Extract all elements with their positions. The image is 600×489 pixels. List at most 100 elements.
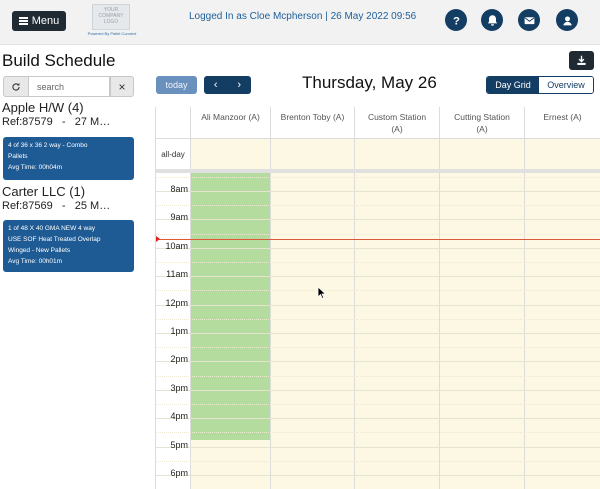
- all-day-cell[interactable]: [525, 139, 600, 169]
- prev-day-button[interactable]: ‹: [213, 79, 218, 91]
- time-label: 1pm: [170, 326, 188, 336]
- half-hour-line: [156, 290, 600, 292]
- bell-icon: [487, 14, 497, 26]
- download-icon: [577, 55, 586, 65]
- resource-name: Cutting Station: [454, 112, 510, 122]
- time-axis: [156, 173, 191, 489]
- all-day-cell[interactable]: [271, 139, 355, 169]
- hour-line: [156, 475, 600, 476]
- hour-line: [156, 219, 600, 221]
- time-label: 6pm: [170, 468, 188, 478]
- busy-time-block[interactable]: [191, 173, 271, 440]
- job-card[interactable]: 1 of 48 X 40 GMA NEW 4 way USE SOF Heat …: [3, 220, 134, 272]
- job-card-line: Pallets: [8, 153, 28, 160]
- all-day-divider: [156, 169, 600, 173]
- customer-group-name[interactable]: Carter LLC (1): [2, 184, 86, 199]
- half-hour-line: [156, 460, 600, 462]
- help-button[interactable]: ?: [445, 9, 467, 31]
- time-label: 9am: [170, 212, 188, 223]
- job-card-line: 1 of 48 X 40 GMA NEW 4 way: [8, 225, 96, 232]
- hour-line: [156, 418, 600, 420]
- customer-group-ref: Ref:87579 - 27 M…: [2, 116, 111, 128]
- day-grid-view-button[interactable]: Day Grid: [487, 77, 539, 93]
- overview-view-button[interactable]: Overview: [539, 77, 593, 93]
- clear-search-button[interactable]: ×: [110, 76, 134, 97]
- all-day-row: all-day: [156, 139, 600, 169]
- menu-label: Menu: [31, 15, 60, 27]
- search-input[interactable]: [29, 76, 110, 97]
- resource-name: Ali Manzoor (A): [201, 112, 260, 122]
- profile-button[interactable]: [556, 9, 578, 31]
- resource-name-suffix: (A): [476, 124, 488, 134]
- half-hour-line: [156, 404, 600, 405]
- hour-line: [156, 276, 600, 278]
- resource-header-ali-manzoor: Ali Manzoor (A): [191, 107, 271, 139]
- hamburger-icon: [18, 17, 28, 25]
- job-card-line: Winged - New Pallets: [8, 247, 71, 254]
- all-day-cell[interactable]: [191, 139, 271, 169]
- time-label: 3pm: [170, 382, 188, 393]
- messages-button[interactable]: [518, 9, 540, 31]
- resource-name-suffix: (A): [391, 124, 403, 134]
- time-label: 11am: [166, 269, 188, 280]
- time-label: 8am: [170, 184, 188, 194]
- half-hour-line: [156, 233, 600, 235]
- hour-line: [156, 247, 600, 249]
- logo-tagline: Powered By Pallet Connect: [87, 31, 137, 36]
- job-card-line: USE SOF Heat Treated Overlap: [8, 236, 101, 243]
- download-button[interactable]: [569, 51, 594, 70]
- resource-name: Brenton Toby (A): [280, 112, 345, 122]
- resource-header-brenton-toby: Brenton Toby (A): [271, 107, 355, 139]
- notifications-button[interactable]: [481, 9, 503, 31]
- all-day-cell[interactable]: [440, 139, 525, 169]
- menu-button[interactable]: Menu: [12, 11, 66, 31]
- refresh-icon: [12, 82, 20, 91]
- view-switcher: Day Grid Overview: [486, 76, 594, 94]
- hour-line: [156, 446, 600, 448]
- refresh-button[interactable]: [3, 76, 29, 97]
- today-button[interactable]: today: [156, 76, 197, 94]
- hour-line: [156, 389, 600, 391]
- half-hour-line: [156, 177, 600, 178]
- help-icon: ?: [453, 15, 460, 26]
- company-logo: YOUR COMPANY LOGO: [92, 4, 130, 30]
- page-title: Build Schedule: [2, 51, 116, 70]
- job-card[interactable]: 4 of 36 x 36 2 way - Combo Pallets Avg T…: [3, 137, 134, 180]
- hour-line: [156, 333, 600, 334]
- user-icon: [562, 15, 572, 25]
- half-hour-line: [156, 375, 600, 377]
- resource-header-cutting-station: Cutting Station (A): [440, 107, 525, 139]
- half-hour-line: [156, 205, 600, 207]
- time-label: 2pm: [170, 354, 188, 365]
- resource-header-ernest: Ernest (A): [525, 107, 600, 139]
- all-day-cell[interactable]: [355, 139, 440, 169]
- current-time-arrow-icon: [156, 236, 160, 242]
- customer-group-name[interactable]: Apple H/W (4): [2, 100, 84, 115]
- resource-column-cutting-station[interactable]: [440, 173, 525, 489]
- customer-group-ref: Ref:87569 - 25 M…: [2, 200, 111, 212]
- time-label: 10am: [165, 240, 188, 251]
- resource-column-brenton-toby[interactable]: [271, 173, 355, 489]
- resource-name: Ernest (A): [543, 112, 582, 122]
- hour-line: [156, 191, 600, 192]
- time-label: 4pm: [170, 411, 188, 422]
- hour-line: [156, 304, 600, 306]
- date-navigation: ‹ ›: [204, 76, 251, 94]
- resource-name: Custom Station: [367, 112, 427, 122]
- half-hour-line: [156, 318, 600, 320]
- svg-text:?: ?: [453, 15, 460, 26]
- current-time-indicator: [156, 239, 600, 240]
- logged-in-status: Logged In as Cloe Mcpherson | 26 May 202…: [189, 11, 417, 22]
- mouse-cursor-icon: [317, 286, 327, 300]
- next-day-button[interactable]: ›: [237, 79, 242, 91]
- top-bar: Menu YOUR COMPANY LOGO Powered By Pallet…: [0, 0, 600, 45]
- resource-column-custom-station[interactable]: [355, 173, 440, 489]
- job-card-avg-time: Avg Time: 00h01m: [8, 258, 63, 265]
- resource-column-ernest[interactable]: [525, 173, 600, 489]
- half-hour-line: [156, 432, 600, 434]
- calendar-grid: Ali Manzoor (A) Brenton Toby (A) Custom …: [155, 107, 600, 489]
- half-hour-line: [156, 347, 600, 349]
- time-axis-header: [156, 107, 191, 139]
- mail-icon: [524, 16, 534, 24]
- job-card-line: 4 of 36 x 36 2 way - Combo: [8, 142, 88, 149]
